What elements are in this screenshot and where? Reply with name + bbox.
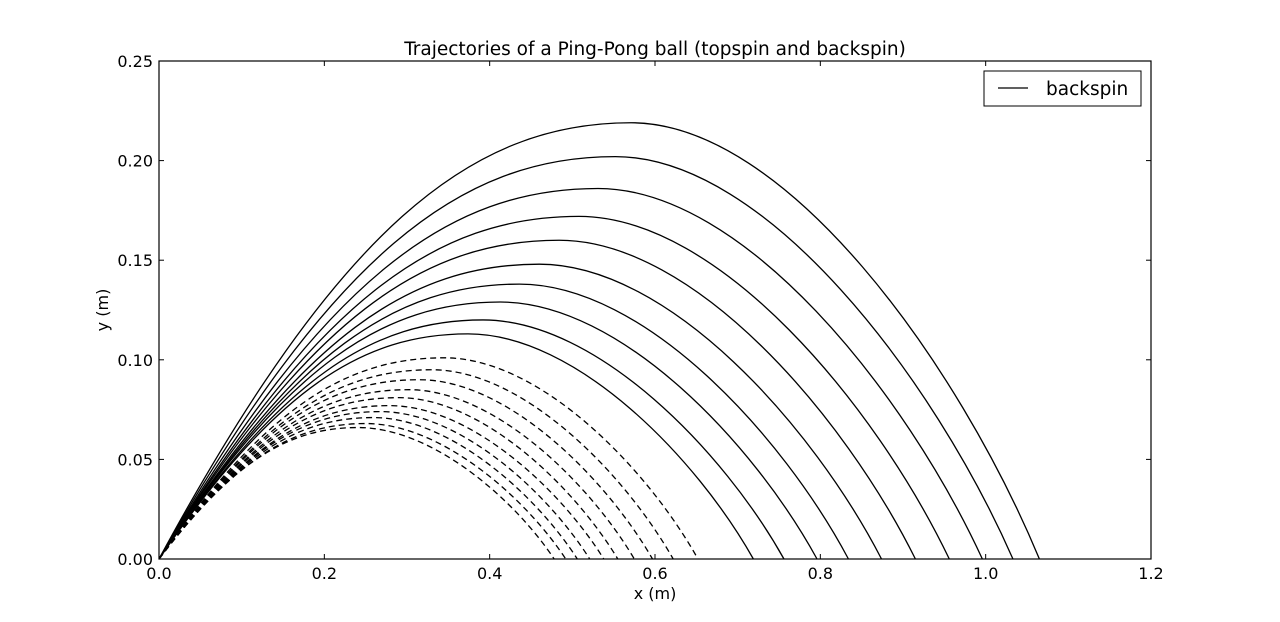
- plot-frame: [158, 60, 1152, 560]
- ticks-layer: 0.0 0.2 0.4 0.6 0.8 1.0 1.2 0.00 0.05 0.10 0.15 0.2…: [117, 52, 1163, 583]
- backspin-trajectory-9: [158, 319, 785, 560]
- backspin-trajectory-6: [158, 263, 883, 560]
- x-tick-label: 1.2: [1138, 564, 1163, 583]
- chart-title: Trajectories of a Ping-Pong ball (topspi…: [403, 39, 906, 60]
- backspin-trajectory-7: [158, 283, 850, 560]
- topspin-trajectory-13: [158, 379, 654, 560]
- y-axis-label: y (m): [93, 289, 112, 332]
- x-axis-label: x (m): [634, 584, 677, 603]
- y-tick-label: 0.20: [117, 152, 153, 171]
- legend-label-backspin: backspin: [1046, 79, 1128, 100]
- topspin-trajectory-15: [158, 396, 619, 560]
- legend-box: [983, 70, 1142, 107]
- x-tick-label: 0.8: [808, 564, 833, 583]
- y-tick-label: 0.15: [117, 251, 153, 270]
- y-tick-label: 0.10: [117, 351, 153, 370]
- legend: backspin: [983, 70, 1142, 107]
- topspin-trajectory-20: [158, 426, 555, 560]
- topspin-trajectory-12: [158, 369, 674, 560]
- topspin-trajectory-14: [158, 389, 635, 560]
- topspin-trajectory-17: [158, 410, 591, 560]
- y-tick-label: 0.05: [117, 450, 153, 469]
- backspin-trajectory-10: [158, 333, 754, 560]
- x-tick-label: 0.4: [477, 564, 502, 583]
- backspin-trajectory-8: [158, 301, 818, 560]
- backspin-trajectory-2: [158, 155, 1014, 560]
- x-tick-label: 1.0: [973, 564, 998, 583]
- curves-layer: [158, 122, 1041, 560]
- backspin-trajectory-5: [158, 239, 916, 560]
- x-tick-label: 0.6: [642, 564, 667, 583]
- topspin-trajectory-18: [158, 416, 578, 560]
- topspin-trajectory-11: [158, 357, 699, 560]
- x-tick-label: 0.0: [146, 564, 171, 583]
- topspin-trajectory-19: [158, 422, 567, 560]
- y-tick-label: 0.00: [117, 550, 153, 569]
- y-tick-label: 0.25: [117, 52, 153, 71]
- x-tick-label: 0.2: [312, 564, 337, 583]
- backspin-trajectory-4: [158, 215, 950, 560]
- backspin-trajectory-3: [158, 187, 983, 560]
- backspin-trajectory-1: [158, 122, 1041, 560]
